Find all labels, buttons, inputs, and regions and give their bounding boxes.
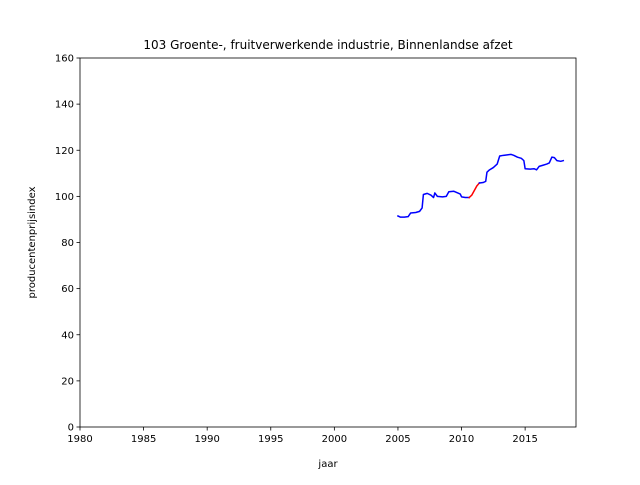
y-axis-label: producentenprijsindex	[27, 186, 38, 298]
y-tick-label: 160	[55, 54, 74, 65]
x-tick-label: 1990	[194, 434, 219, 445]
y-tick-label: 20	[61, 376, 74, 387]
x-axis: 1980 1985 1990 1995 2000 2005 2010 2015	[67, 427, 538, 445]
series-line	[468, 181, 481, 199]
x-tick-label: 1995	[258, 434, 283, 445]
y-axis: 0 20 40 60 80 100 120 140 160	[55, 54, 80, 434]
x-tick-label: 1985	[131, 434, 156, 445]
series-layer	[396, 153, 565, 218]
x-tick-label: 2015	[512, 434, 537, 445]
y-tick-label: 60	[61, 284, 74, 295]
y-tick-label: 40	[61, 330, 74, 341]
x-axis-label: jaar	[317, 459, 338, 470]
series-line	[396, 190, 470, 218]
y-tick-label: 120	[55, 146, 74, 157]
x-tick-label: 2010	[449, 434, 474, 445]
series-line	[478, 153, 565, 184]
x-tick-label: 2000	[322, 434, 347, 445]
chart-title: 103 Groente-, fruitverwerkende industrie…	[143, 38, 513, 52]
x-tick-label: 2005	[385, 434, 410, 445]
y-tick-label: 80	[61, 238, 74, 249]
x-tick-label: 1980	[67, 434, 92, 445]
y-tick-label: 140	[55, 100, 74, 111]
y-tick-label: 0	[68, 423, 74, 434]
y-tick-label: 100	[55, 192, 74, 203]
